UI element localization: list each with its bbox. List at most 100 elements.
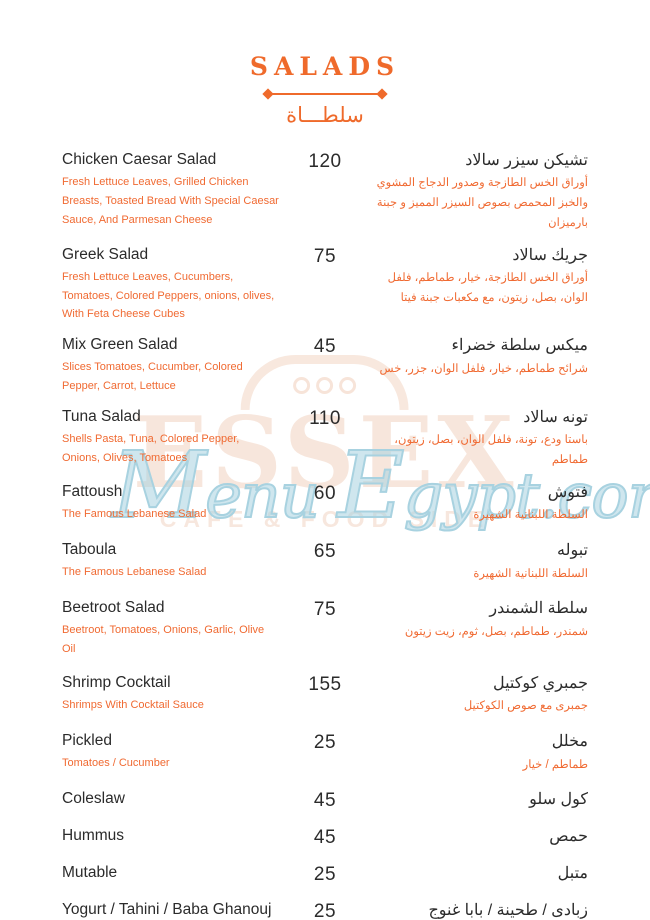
item-arabic: جمبري كوكتيل جمبرى مع صوص الكوكتيل bbox=[370, 673, 588, 717]
item-price: 75 bbox=[313, 599, 337, 621]
item-name-ar: سلطة الشمندر bbox=[489, 600, 588, 618]
item-description-ar: السلطة اللبنانية الشهيرة bbox=[473, 509, 588, 522]
item-name-ar: زبادى / طحينة / بابا غنوج bbox=[428, 902, 588, 920]
item-arabic: سلطة الشمندر شمندر، طماطم، بصل، ثوم، زيت… bbox=[370, 598, 588, 659]
item-description-ar: باستا ودع، تونة، فلفل الوان، بصل، زيتون،… bbox=[394, 434, 588, 467]
item-description-en: Fresh Lettuce Leaves, Grilled Chicken Br… bbox=[62, 175, 279, 226]
menu-item: Greek Salad Fresh Lettuce Leaves, Cucumb… bbox=[62, 245, 588, 325]
item-english: Tuna Salad Shells Pasta, Tuna, Colored P… bbox=[62, 407, 280, 471]
menu-item: Taboula The Famous Lebanese Salad 65 تبو… bbox=[62, 540, 588, 584]
item-description-en: Shells Pasta, Tuna, Colored Pepper, Onio… bbox=[62, 432, 240, 464]
section-header: SALADS سلطـــاة bbox=[0, 0, 650, 128]
item-name-en: Fattoush bbox=[62, 482, 123, 500]
item-price: 45 bbox=[313, 336, 337, 358]
divider-bar bbox=[269, 93, 381, 95]
item-arabic: جريك سالاد أوراق الخس الطازجة، خيار، طما… bbox=[370, 245, 588, 325]
item-arabic: حمص bbox=[370, 826, 588, 849]
menu-item: Pickled Tomatoes / Cucumber 25 مخلل طماط… bbox=[62, 731, 588, 775]
item-english: Pickled Tomatoes / Cucumber bbox=[62, 731, 280, 775]
item-english: Mutable bbox=[62, 863, 280, 886]
page-title-arabic: سلطـــاة bbox=[286, 104, 364, 127]
menu-item: Hummus 45 حمص bbox=[62, 826, 588, 849]
item-arabic: تشيكن سيزر سالاد أوراق الخس الطازجة وصدو… bbox=[370, 150, 588, 234]
item-price: 155 bbox=[308, 674, 342, 696]
menu-item: Coleslaw 45 كول سلو bbox=[62, 789, 588, 812]
item-name-ar: جمبري كوكتيل bbox=[492, 675, 588, 693]
item-description-en: The Famous Lebanese Salad bbox=[62, 566, 207, 579]
item-name-ar: كول سلو bbox=[529, 791, 588, 809]
item-name-en: Shrimp Cocktail bbox=[62, 674, 171, 692]
item-name-en: Mutable bbox=[62, 864, 118, 882]
item-price: 25 bbox=[313, 901, 337, 920]
item-description-en: The Famous Lebanese Salad bbox=[62, 507, 207, 520]
item-description-en: Shrimps With Cocktail Sauce bbox=[62, 698, 204, 711]
menu-item: Chicken Caesar Salad Fresh Lettuce Leave… bbox=[62, 150, 588, 234]
menu-item: Fattoush The Famous Lebanese Salad 60 فت… bbox=[62, 482, 588, 526]
item-english: Shrimp Cocktail Shrimps With Cocktail Sa… bbox=[62, 673, 280, 717]
page-title: SALADS bbox=[249, 52, 401, 81]
item-price: 45 bbox=[313, 790, 337, 812]
item-name-ar: مخلل bbox=[551, 733, 588, 751]
item-english: Coleslaw bbox=[62, 789, 280, 812]
item-name-ar: تونه سالاد bbox=[523, 409, 588, 427]
item-name-en: Tuna Salad bbox=[62, 408, 141, 426]
item-price: 120 bbox=[308, 151, 342, 172]
menu-item: Mix Green Salad Slices Tomatoes, Cucumbe… bbox=[62, 335, 588, 396]
item-arabic: زبادى / طحينة / بابا غنوج bbox=[370, 900, 588, 920]
menu-item: Mutable 25 متبل bbox=[62, 863, 588, 886]
item-english: Mix Green Salad Slices Tomatoes, Cucumbe… bbox=[62, 335, 280, 396]
item-price: 60 bbox=[313, 482, 337, 504]
item-description-ar: طماطم / خيار bbox=[522, 758, 588, 771]
item-name-en: Beetroot Salad bbox=[62, 599, 165, 617]
item-arabic: فتوش السلطة اللبنانية الشهيرة bbox=[370, 482, 588, 526]
item-arabic: متبل bbox=[370, 863, 588, 886]
item-english: Fattoush The Famous Lebanese Salad bbox=[62, 482, 280, 526]
item-price: 25 bbox=[313, 732, 337, 754]
title-divider bbox=[262, 88, 388, 100]
item-description-ar: أوراق الخس الطازجة وصدور الدجاج المشوي و… bbox=[376, 177, 588, 229]
item-arabic: ميكس سلطة خضراء شرائح طماطم، خيار، فلفل … bbox=[370, 335, 588, 396]
item-name-en: Hummus bbox=[62, 827, 125, 845]
item-name-ar: ميكس سلطة خضراء bbox=[451, 337, 589, 355]
item-price: 110 bbox=[309, 408, 341, 430]
item-description-ar: السلطة اللبنانية الشهيرة bbox=[473, 567, 588, 580]
item-name-ar: حمص bbox=[549, 828, 588, 846]
item-name-ar: تبوله bbox=[557, 542, 588, 560]
item-price: 45 bbox=[313, 827, 337, 849]
item-arabic: تونه سالاد باستا ودع، تونة، فلفل الوان، … bbox=[370, 407, 588, 471]
diamond-right-icon bbox=[376, 88, 388, 100]
item-arabic: مخلل طماطم / خيار bbox=[370, 731, 588, 775]
item-english: Beetroot Salad Beetroot, Tomatoes, Onion… bbox=[62, 598, 280, 659]
menu-list: Chicken Caesar Salad Fresh Lettuce Leave… bbox=[0, 150, 650, 920]
item-name-en: Yogurt / Tahini / Baba Ghanouj bbox=[62, 901, 272, 919]
item-description-ar: شرائح طماطم، خيار، فلفل الوان، جزر، خس bbox=[379, 362, 588, 375]
item-name-en: Taboula bbox=[62, 541, 117, 559]
item-name-ar: متبل bbox=[557, 865, 588, 883]
menu-item: Yogurt / Tahini / Baba Ghanouj 25 زبادى … bbox=[62, 900, 588, 920]
item-arabic: تبوله السلطة اللبنانية الشهيرة bbox=[370, 540, 588, 584]
item-name-en: Mix Green Salad bbox=[62, 336, 178, 354]
menu-item: Shrimp Cocktail Shrimps With Cocktail Sa… bbox=[62, 673, 588, 717]
menu-item: Tuna Salad Shells Pasta, Tuna, Colored P… bbox=[62, 407, 588, 471]
item-description-en: Slices Tomatoes, Cucumber, Colored Peppe… bbox=[62, 361, 243, 393]
item-price: 25 bbox=[313, 864, 337, 886]
item-price: 65 bbox=[313, 541, 337, 563]
item-description-en: Beetroot, Tomatoes, Onions, Garlic, Oliv… bbox=[62, 624, 265, 656]
item-arabic: كول سلو bbox=[370, 789, 588, 812]
item-english: Greek Salad Fresh Lettuce Leaves, Cucumb… bbox=[62, 245, 280, 325]
item-description-ar: شمندر، طماطم، بصل، ثوم، زيت زيتون bbox=[404, 625, 588, 638]
item-english: Hummus bbox=[62, 826, 280, 849]
item-english: Chicken Caesar Salad Fresh Lettuce Leave… bbox=[62, 150, 280, 234]
item-english: Yogurt / Tahini / Baba Ghanouj bbox=[62, 900, 280, 920]
item-name-ar: جريك سالاد bbox=[512, 246, 588, 264]
item-name-en: Chicken Caesar Salad bbox=[62, 151, 217, 168]
item-name-ar: تشيكن سيزر سالاد bbox=[465, 152, 588, 169]
item-description-ar: أوراق الخس الطازجة، خيار، طماطم، فلفل ال… bbox=[387, 272, 588, 304]
item-name-en: Coleslaw bbox=[62, 790, 125, 808]
item-price: 75 bbox=[313, 245, 337, 267]
item-description-en: Tomatoes / Cucumber bbox=[62, 757, 170, 770]
item-english: Taboula The Famous Lebanese Salad bbox=[62, 540, 280, 584]
item-name-en: Greek Salad bbox=[62, 245, 149, 263]
item-description-ar: جمبرى مع صوص الكوكتيل bbox=[463, 700, 588, 713]
